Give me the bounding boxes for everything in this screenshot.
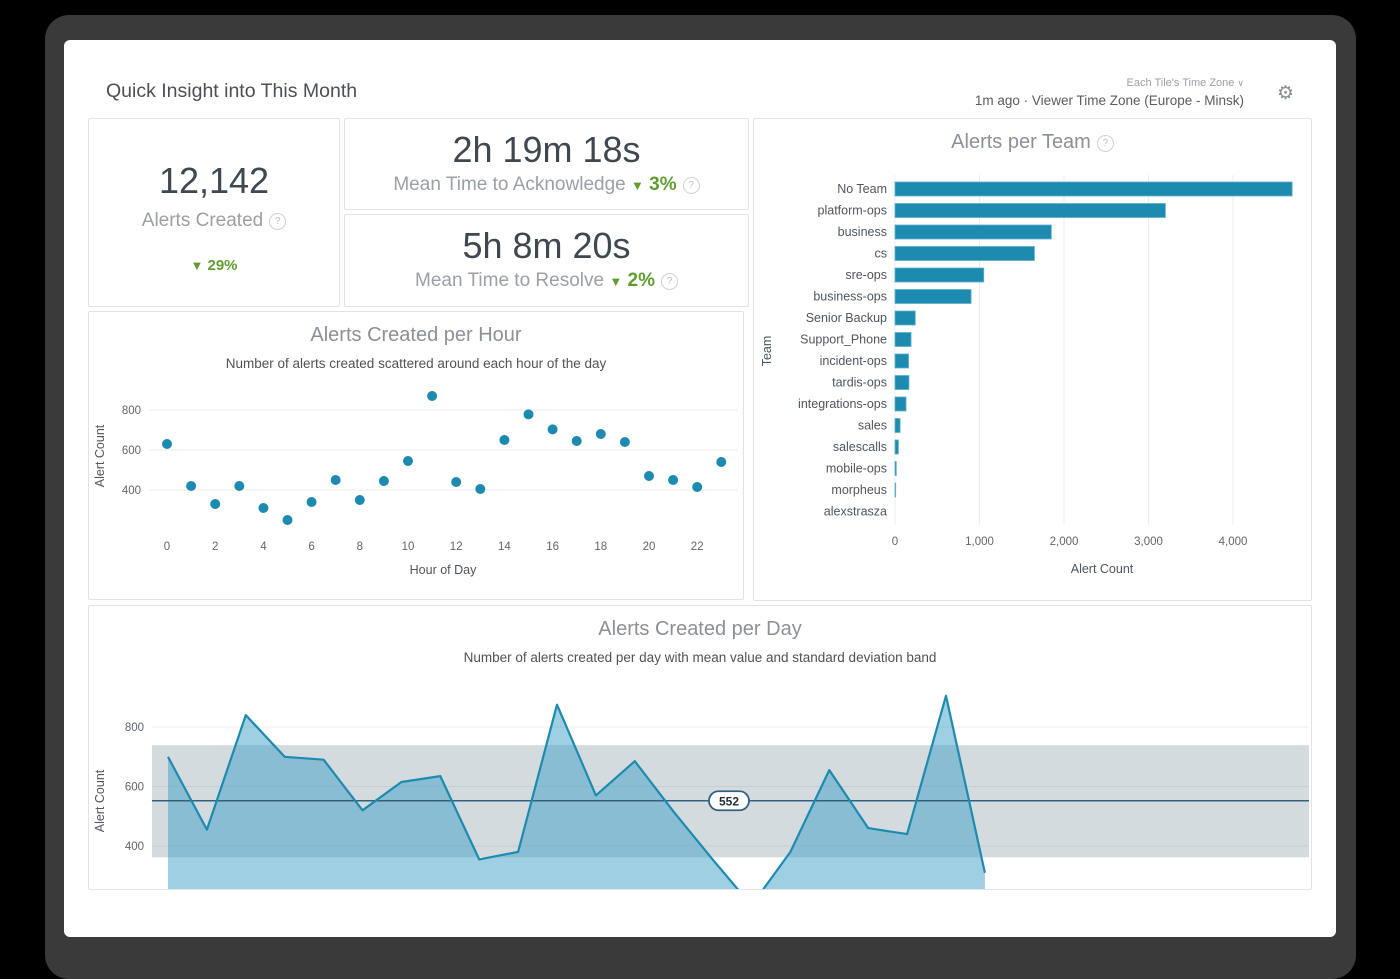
svg-text:Alert Count: Alert Count — [1071, 562, 1134, 576]
svg-text:4,000: 4,000 — [1219, 536, 1248, 548]
settings-gear-icon[interactable]: ⚙ — [1276, 83, 1294, 104]
tile-alerts-per-day: Alerts Created per Day Number of alerts … — [88, 605, 1312, 890]
help-icon[interactable]: ? — [269, 213, 287, 230]
svg-text:Team: Team — [760, 336, 774, 367]
svg-text:platform-ops: platform-ops — [818, 204, 887, 218]
down-arrow-icon: ▼ — [190, 258, 204, 273]
svg-text:22: 22 — [691, 541, 704, 553]
svg-text:14: 14 — [498, 541, 511, 553]
svg-text:6: 6 — [308, 541, 314, 553]
svg-text:2: 2 — [212, 541, 218, 553]
svg-text:Senior Backup: Senior Backup — [806, 311, 887, 325]
svg-text:0: 0 — [892, 536, 898, 548]
help-icon[interactable]: ? — [682, 177, 700, 194]
updated-ago: 1m ago — [974, 93, 1020, 109]
alerts-created-value: 12,142 — [158, 160, 270, 201]
svg-text:salescalls: salescalls — [833, 440, 887, 454]
svg-text:8: 8 — [357, 541, 363, 553]
down-arrow-icon: ▼ — [609, 274, 623, 289]
page-title: Quick Insight into This Month — [106, 80, 358, 102]
alerts-per-day-title: Alerts Created per Day — [598, 618, 802, 640]
svg-text:incident-ops: incident-ops — [820, 354, 887, 368]
svg-text:3,000: 3,000 — [1134, 536, 1163, 548]
down-arrow-icon: ▼ — [631, 178, 644, 193]
tile-alerts-per-team: Alerts per Team? 0 1,000 2,000 3,000 4,000 No… — [753, 118, 1312, 601]
alerts-per-team-title: Alerts per Team? — [754, 131, 1311, 154]
svg-text:tardis-ops: tardis-ops — [832, 376, 887, 390]
svg-text:800: 800 — [122, 405, 141, 417]
svg-text:10: 10 — [402, 541, 415, 553]
help-icon[interactable]: ? — [1096, 135, 1114, 152]
tile-mttr: 5h 8m 20s Mean Time to Resolve ▼ 2%? — [344, 214, 749, 307]
alerts-per-hour-chart: 400 600 800 0 2 4 6 8 10 12 14 16 18 20 22 Hour of Day A… — [93, 391, 738, 577]
help-icon[interactable]: ? — [660, 273, 678, 290]
svg-text:2,000: 2,000 — [1050, 536, 1079, 548]
svg-text:16: 16 — [546, 541, 559, 553]
svg-text:cs: cs — [875, 247, 888, 261]
mtta-label: Mean Time to Acknowledge ▼ 3%? — [345, 174, 748, 196]
mttr-delta: ▼ 2% — [609, 270, 655, 291]
svg-text:800: 800 — [125, 722, 144, 734]
timezone-mode-selector[interactable]: Each Tile's Time Zone ∨ — [975, 77, 1244, 90]
timezone-block: Each Tile's Time Zone ∨ 1m ago · Viewer T… — [975, 77, 1244, 109]
svg-text:sre-ops: sre-ops — [845, 268, 887, 282]
svg-text:No Team: No Team — [837, 182, 887, 196]
alerts-created-delta: ▼ 29% — [190, 257, 238, 274]
svg-text:Alert Count: Alert Count — [93, 424, 107, 487]
svg-text:business: business — [838, 225, 887, 239]
svg-text:12: 12 — [450, 541, 463, 553]
svg-text:integrations-ops: integrations-ops — [798, 397, 887, 411]
tile-alerts-created: 12,142 Alerts Created? ▼ 29% — [88, 118, 340, 307]
svg-text:20: 20 — [643, 541, 656, 553]
alerts-created-label: Alerts Created? — [89, 210, 339, 232]
mtta-delta: ▼ 3% — [631, 174, 677, 195]
svg-text:1,000: 1,000 — [965, 536, 994, 548]
alerts-per-day-chart: 400 600 800 552 Alert Count — [93, 694, 1309, 889]
svg-text:business-ops: business-ops — [813, 290, 887, 304]
svg-text:600: 600 — [122, 445, 141, 457]
alerts-per-hour-subtitle: Number of alerts created scattered aroun… — [225, 356, 607, 371]
mtta-value: 2h 19m 18s — [452, 129, 641, 170]
svg-text:Support_Phone: Support_Phone — [800, 333, 887, 347]
svg-text:400: 400 — [122, 485, 141, 497]
svg-text:18: 18 — [594, 541, 607, 553]
svg-text:0: 0 — [164, 541, 170, 553]
timezone-mode-label: Each Tile's Time Zone — [1126, 77, 1235, 89]
separator-dot: · — [1023, 93, 1029, 109]
svg-text:400: 400 — [125, 841, 144, 853]
svg-text:Alert Count: Alert Count — [93, 769, 107, 832]
svg-text:600: 600 — [125, 782, 144, 794]
mttr-value: 5h 8m 20s — [462, 225, 631, 266]
svg-text:4: 4 — [260, 541, 267, 553]
svg-text:sales: sales — [858, 419, 887, 433]
tile-alerts-per-hour: Alerts Created per Hour Number of alerts… — [88, 311, 744, 600]
alerts-per-day-subtitle: Number of alerts created per day with me… — [463, 650, 937, 665]
alerts-per-team-chart: 0 1,000 2,000 3,000 4,000 No Team platform-ops… — [760, 175, 1293, 576]
timezone-value: Viewer Time Zone (Europe - Minsk) — [1031, 93, 1244, 109]
svg-text:alexstrasza: alexstrasza — [824, 505, 887, 519]
tile-mtta: 2h 19m 18s Mean Time to Acknowledge ▼ 3%… — [344, 118, 749, 210]
chevron-down-icon: ∨ — [1237, 78, 1244, 88]
alerts-per-hour-title: Alerts Created per Hour — [310, 324, 522, 346]
svg-text:morpheus: morpheus — [831, 483, 887, 497]
svg-text:552: 552 — [719, 794, 739, 808]
mttr-label: Mean Time to Resolve ▼ 2%? — [345, 270, 748, 292]
svg-text:Hour of Day: Hour of Day — [410, 563, 477, 577]
svg-text:mobile-ops: mobile-ops — [826, 462, 887, 476]
timezone-current: 1m ago · Viewer Time Zone (Europe - Mins… — [975, 93, 1244, 109]
dashboard-card: Quick Insight into This Month Each Tile'… — [64, 40, 1336, 937]
